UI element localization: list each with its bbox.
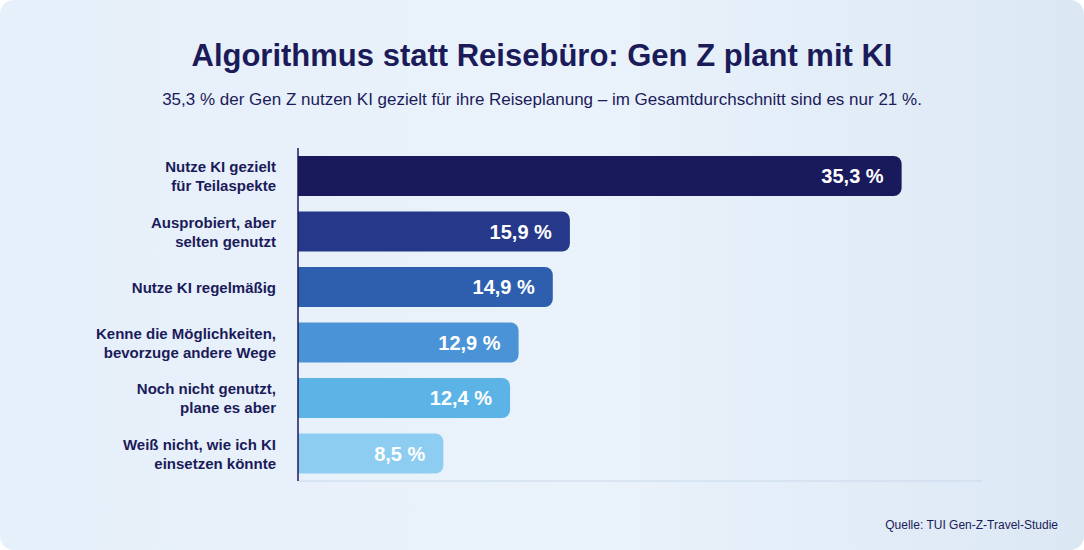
svg-text:Ausprobiert, aberselten genutz: Ausprobiert, aberselten genutzt	[151, 213, 276, 249]
svg-text:Nutze KI gezieltfür Teilaspekt: Nutze KI gezieltfür Teilaspekte	[165, 158, 276, 194]
svg-text:Nutze KI regelmäßig: Nutze KI regelmäßig	[132, 278, 276, 295]
svg-text:15,9 %: 15,9 %	[490, 221, 552, 243]
svg-text:Kenne die Möglichkeiten,bevorz: Kenne die Möglichkeiten,bevorzuge andere…	[96, 324, 276, 360]
svg-text:Weiß nicht, wie ich KIeinsetze: Weiß nicht, wie ich KIeinsetzen könnte	[123, 435, 276, 471]
svg-text:12,9 %: 12,9 %	[438, 332, 500, 354]
svg-text:14,9 %: 14,9 %	[473, 276, 535, 298]
html-text:Algorithmus statt Reisebüro: G: Algorithmus statt Reisebüro: Gen Z plant…	[191, 38, 893, 73]
svg-text:12,4 %: 12,4 %	[430, 387, 492, 409]
html-text:Quelle: TUI Gen-Z-Travel-Studi: Quelle: TUI Gen-Z-Travel-Studie	[885, 518, 1058, 532]
svg-text:35,3 %: 35,3 %	[821, 165, 883, 187]
svg-text:Noch nicht genutzt,plane es ab: Noch nicht genutzt,plane es aber	[137, 380, 276, 416]
html-text:35,3 % der Gen Z nutzen KI gez: 35,3 % der Gen Z nutzen KI gezielt für i…	[162, 90, 922, 109]
svg-text:8,5 %: 8,5 %	[374, 443, 425, 465]
